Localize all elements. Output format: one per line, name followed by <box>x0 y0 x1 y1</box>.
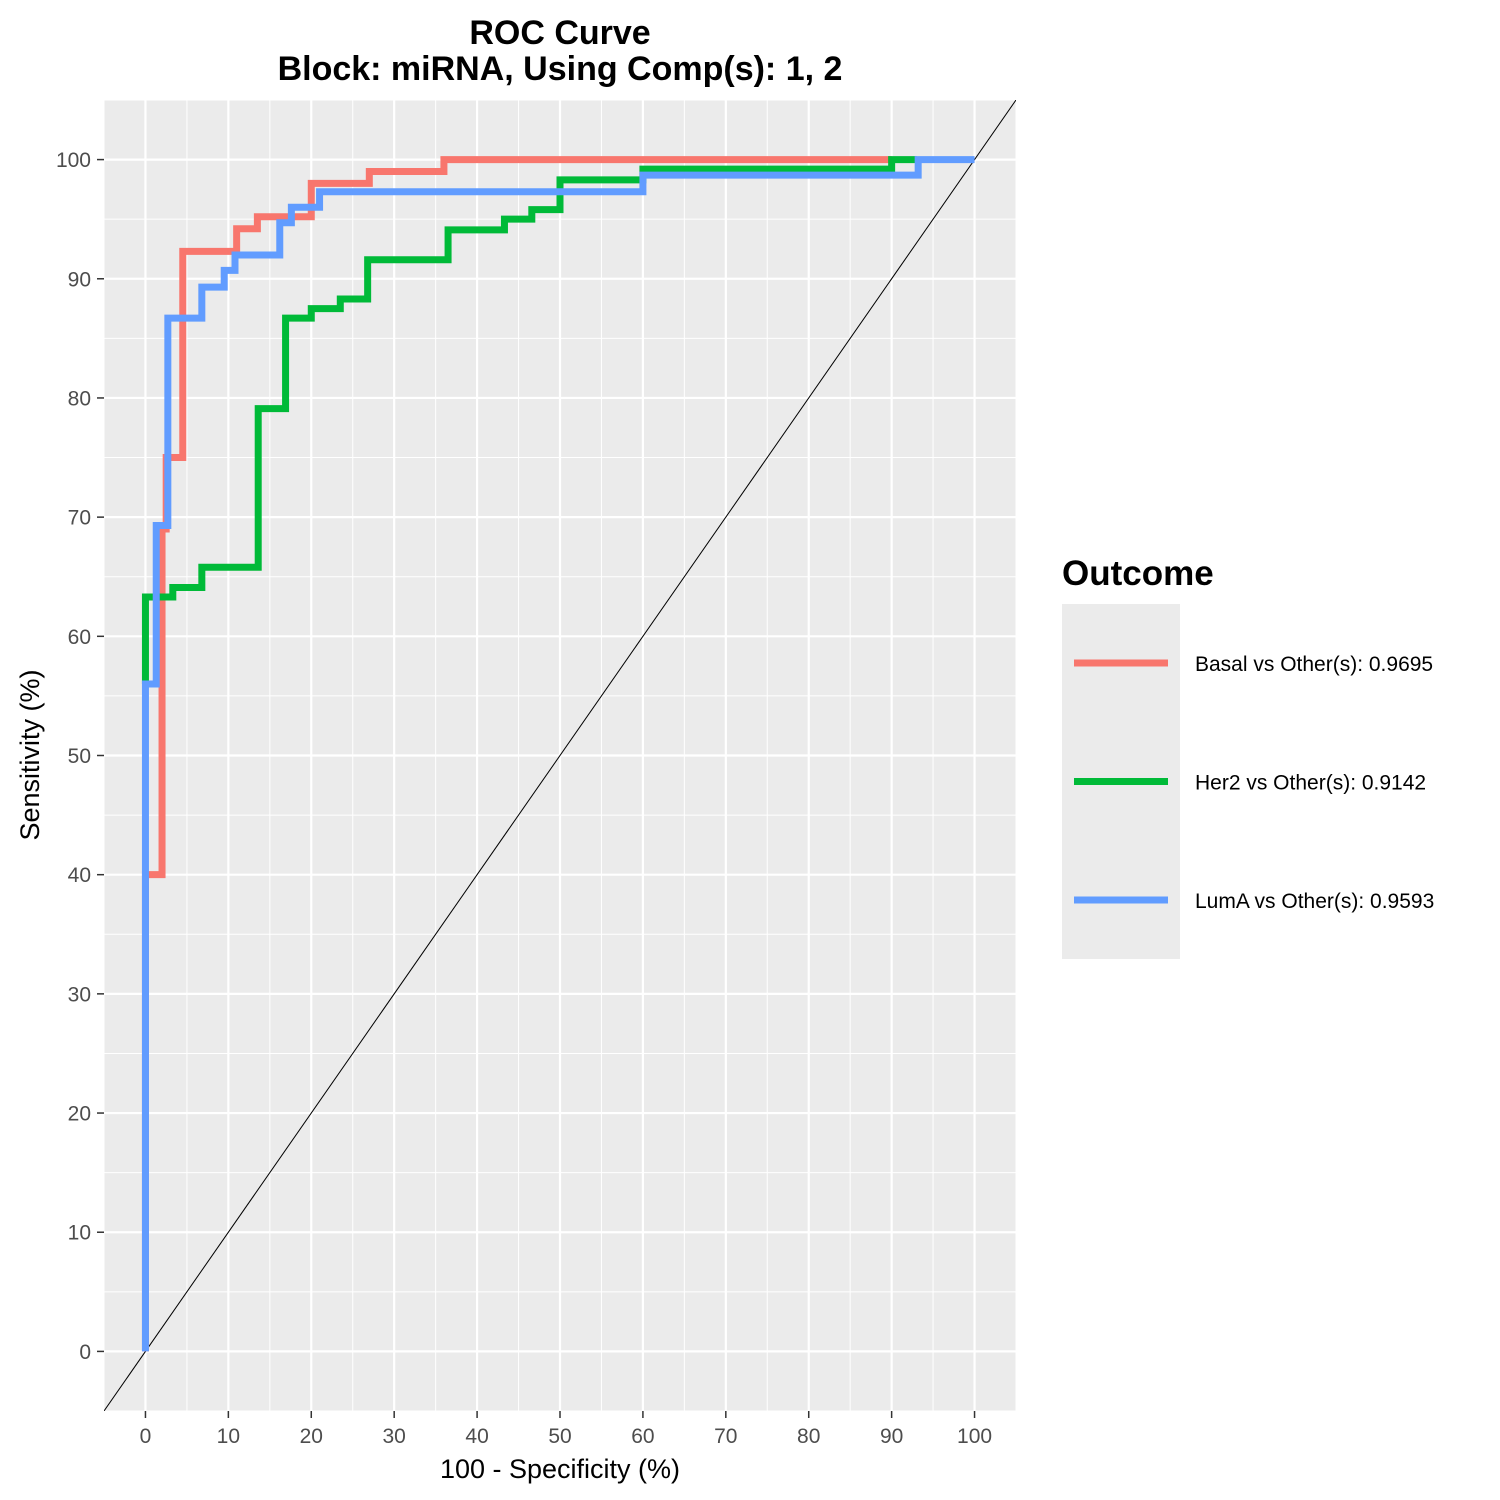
x-tick-label: 80 <box>797 1425 820 1448</box>
series-line-her2-vs-other-s- <box>141 156 917 684</box>
y-tick-label: 70 <box>68 507 91 530</box>
series-line-basal-vs-other-s- <box>141 156 892 1352</box>
y-tick-label: 100 <box>56 149 91 172</box>
legend-label: Basal vs Other(s): 0.9695 <box>1195 653 1433 676</box>
y-tick-label: 20 <box>68 1103 91 1126</box>
x-tick-label: 30 <box>383 1425 406 1448</box>
y-axis-title: Sensitivity (%) <box>15 669 45 840</box>
x-tick-label: 20 <box>300 1425 323 1448</box>
x-tick-label: 10 <box>217 1425 240 1448</box>
reference-diagonal-line <box>104 100 1016 1411</box>
y-tick-label: 30 <box>68 983 91 1006</box>
chart-subtitle: Block: miRNA, Using Comp(s): 1, 2 <box>278 50 843 88</box>
legend-items: Basal vs Other(s): 0.9695 Her2 vs Other(s… <box>1074 653 1434 913</box>
x-axis-title: 100 - Specificity (%) <box>440 1454 680 1484</box>
x-tick-label: 0 <box>140 1425 152 1448</box>
chart-title: ROC Curve <box>469 14 650 52</box>
y-tick-label: 0 <box>79 1341 91 1364</box>
legend-label: Her2 vs Other(s): 0.9142 <box>1195 772 1426 795</box>
x-tick-label: 70 <box>714 1425 737 1448</box>
y-tick-label: 60 <box>68 626 91 649</box>
x-tick-label: 60 <box>631 1425 654 1448</box>
legend-title: Outcome <box>1062 554 1214 593</box>
x-tick-label: 40 <box>465 1425 488 1448</box>
x-tick-label: 50 <box>548 1425 571 1448</box>
x-tick-label: 90 <box>880 1425 903 1448</box>
x-axis-ticks: 0 10 20 30 40 50 60 70 80 90 100 <box>140 1411 992 1448</box>
x-tick-label: 100 <box>957 1425 992 1448</box>
series-line-luma-vs-other-s- <box>141 156 975 1352</box>
y-tick-label: 10 <box>68 1222 91 1245</box>
y-axis-ticks: 0 10 20 30 40 50 60 70 80 90 100 <box>56 149 104 1364</box>
roc-series <box>141 156 975 1352</box>
y-tick-label: 90 <box>68 268 91 291</box>
y-tick-label: 80 <box>68 387 91 410</box>
y-tick-label: 40 <box>68 864 91 887</box>
legend-label: LumA vs Other(s): 0.9593 <box>1195 890 1434 913</box>
y-tick-label: 50 <box>68 745 91 768</box>
legend: Outcome Basal vs Other(s): 0.9695 Her2 vs… <box>1062 554 1434 959</box>
